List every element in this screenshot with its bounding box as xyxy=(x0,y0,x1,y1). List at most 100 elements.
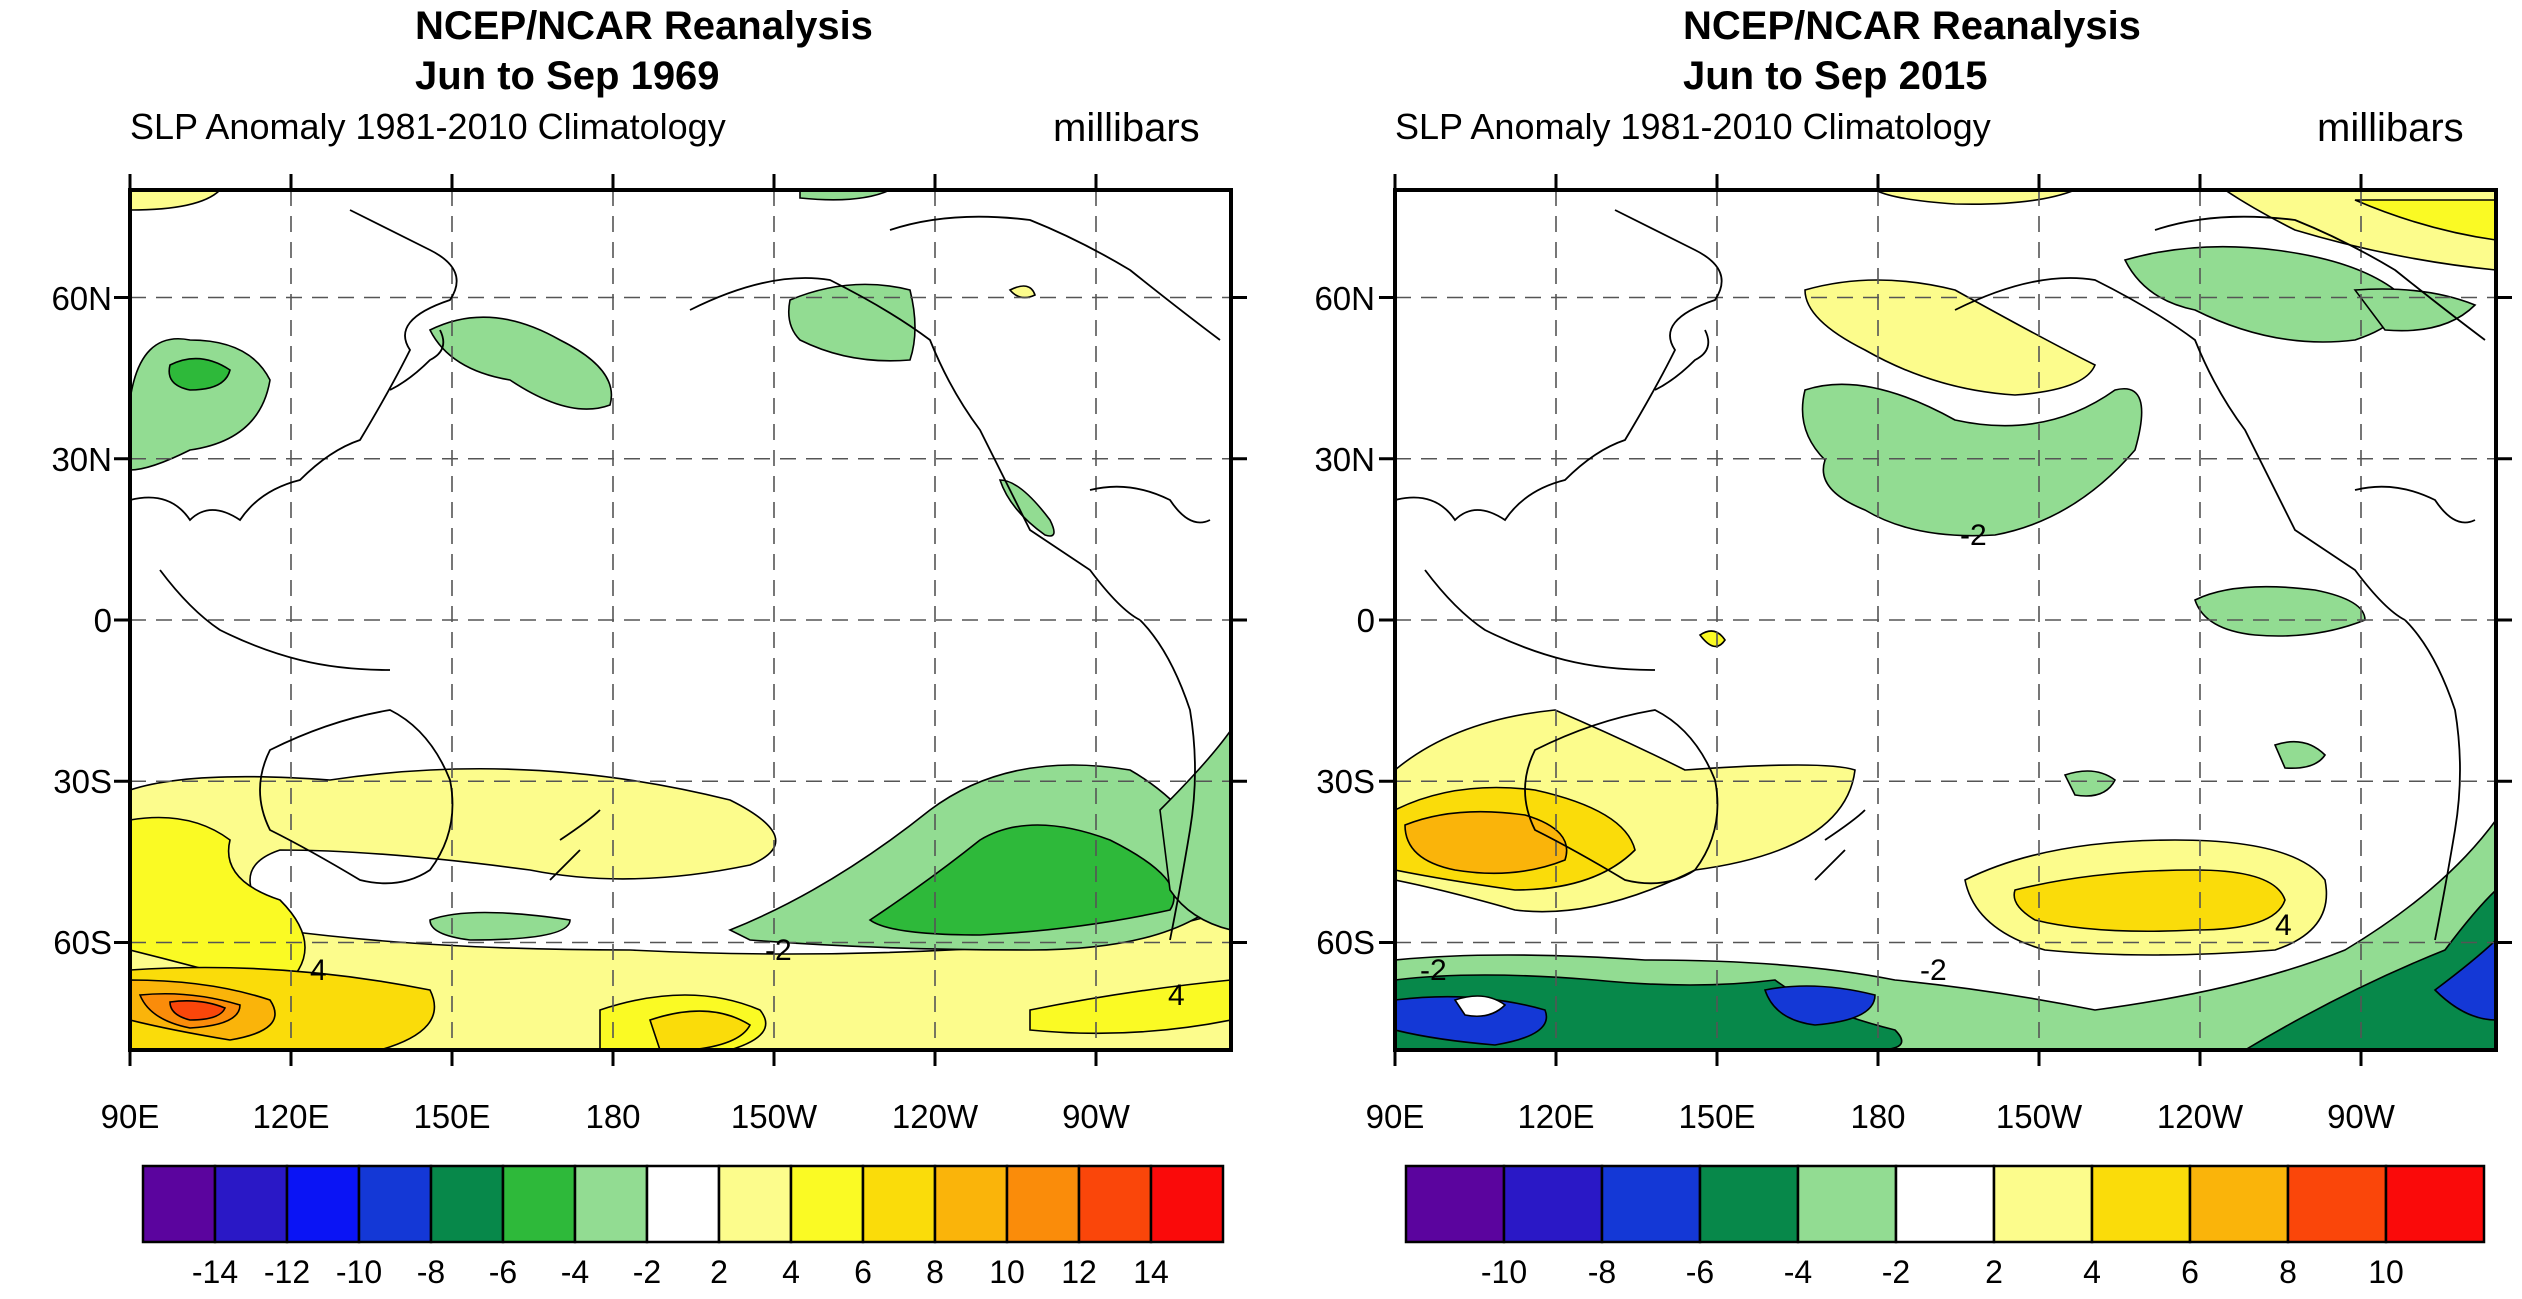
fill-png-yellow xyxy=(1698,630,1726,648)
coast-japan xyxy=(1654,329,1710,391)
cb-box xyxy=(2090,1164,2192,1244)
fill-mexico xyxy=(998,479,1055,537)
lat-label-30n: 30N xyxy=(1314,441,1375,478)
lon-label-120e: 120E xyxy=(1517,1098,1595,1135)
colorbar-label: -4 xyxy=(560,1254,590,1290)
cb-box xyxy=(357,1164,433,1244)
cb-box xyxy=(1698,1164,1800,1244)
colorbar-label: 4 xyxy=(782,1254,800,1290)
colorbar-label: 10 xyxy=(2368,1254,2404,1290)
cb-box xyxy=(1502,1164,1604,1244)
lon-label-120w: 120W xyxy=(891,1098,979,1135)
coast-japan xyxy=(389,329,445,391)
panel-subtitle: SLP Anomaly 1981-2010 Climatology xyxy=(1395,106,1991,147)
lon-label-90w: 90W xyxy=(2327,1098,2395,1135)
lon-label-150w: 150W xyxy=(730,1098,818,1135)
fill-top-center xyxy=(1874,190,2076,206)
fill-east-pacific-inner xyxy=(868,824,1175,936)
coast-se-asia xyxy=(1424,569,1656,671)
fill-antarctic-white-hole xyxy=(1453,995,1507,1018)
cb-box xyxy=(213,1164,289,1244)
lat-label-60s: 60S xyxy=(1316,924,1375,961)
colorbar-label: 6 xyxy=(854,1254,872,1290)
lon-label-90e: 90E xyxy=(1365,1098,1425,1135)
lat-label-60n: 60N xyxy=(51,280,112,317)
lon-label-150e: 150E xyxy=(413,1098,491,1135)
lon-label-180: 180 xyxy=(585,1098,641,1135)
colorbar-label: -8 xyxy=(416,1254,446,1290)
cb-box xyxy=(2384,1164,2486,1244)
coast-north-america xyxy=(689,277,1141,621)
cb-box xyxy=(717,1164,793,1244)
coast-south-america xyxy=(2404,619,2461,941)
fill-central-pacific xyxy=(1801,383,2143,537)
cb-box xyxy=(1005,1164,1081,1244)
cb-box xyxy=(1404,1164,1506,1244)
cb-box xyxy=(573,1164,649,1244)
colorbar-label: 2 xyxy=(1985,1254,2003,1290)
cb-box xyxy=(1600,1164,1702,1244)
coast-gulf xyxy=(1089,485,1211,524)
coast-north-america xyxy=(1954,277,2406,621)
cb-box xyxy=(1796,1164,1898,1244)
colorbar-label: -6 xyxy=(1685,1254,1715,1290)
colorbar-label: -10 xyxy=(1480,1254,1528,1290)
colorbar-label: 8 xyxy=(2279,1254,2297,1290)
fill-hudson-green xyxy=(2353,288,2477,332)
cb-box xyxy=(645,1164,721,1244)
fill-antarctic-red xyxy=(169,1000,227,1021)
lat-label-60s: 60S xyxy=(53,924,112,961)
panel-2015: NCEP/NCAR Reanalysis Jun to Sep 2015 SLP… xyxy=(1261,0,2522,1299)
coast-nz xyxy=(1814,809,1866,881)
colorbar-label: -10 xyxy=(335,1254,383,1290)
fill-canada xyxy=(1008,285,1036,299)
coast-australia xyxy=(1524,709,1719,885)
contour-label-4b: 4 xyxy=(1168,979,1185,1012)
fill-antarctic-blue2 xyxy=(1763,985,1876,1026)
colorbar-label: -12 xyxy=(263,1254,311,1290)
cb-box xyxy=(1894,1164,1996,1244)
panel-title-line1: NCEP/NCAR Reanalysis xyxy=(415,4,873,48)
colorbar-label: 2 xyxy=(710,1254,728,1290)
coast-asia xyxy=(130,209,458,522)
contour-label-minus2c: -2 xyxy=(1920,954,1947,987)
lon-label-150w: 150W xyxy=(1995,1098,2083,1135)
colorbar-label: -6 xyxy=(488,1254,518,1290)
panel-1969: NCEP/NCAR Reanalysis Jun to Sep 1969 SLP… xyxy=(51,4,1247,1290)
lat-label-30s: 30S xyxy=(1316,763,1375,800)
contour-label-minus2a: -2 xyxy=(1960,519,1987,552)
units-label: millibars xyxy=(1053,106,1200,150)
cb-box xyxy=(1992,1164,2094,1244)
coast-gulf xyxy=(2354,485,2476,524)
colorbar-label: 4 xyxy=(2083,1254,2101,1290)
panel-title-line2: Jun to Sep 2015 xyxy=(1683,54,1988,98)
contour-label-minus2: -2 xyxy=(765,934,792,967)
colorbar-label: -2 xyxy=(632,1254,662,1290)
cb-box xyxy=(501,1164,577,1244)
panel-title-line2: Jun to Sep 1969 xyxy=(415,54,720,98)
lon-label-120w: 120W xyxy=(2156,1098,2244,1135)
colorbar xyxy=(141,1164,1225,1244)
lat-label-60n: 60N xyxy=(1314,280,1375,317)
lat-label-0: 0 xyxy=(1356,602,1375,639)
coast-south-america xyxy=(1139,619,1196,941)
panel-title-line1: NCEP/NCAR Reanalysis xyxy=(1683,4,2141,48)
cb-box xyxy=(861,1164,937,1244)
colorbar-label: 10 xyxy=(989,1254,1025,1290)
slp-anomaly-map: -2 4 4 xyxy=(114,174,1247,1066)
coast-australia xyxy=(259,709,454,885)
cb-box xyxy=(789,1164,865,1244)
colorbar-label: 12 xyxy=(1061,1254,1097,1290)
coast-canada xyxy=(889,215,1221,341)
slp-anomaly-map: -2 -2 -2 4 xyxy=(1379,174,2512,1066)
colorbar-label: -2 xyxy=(1881,1254,1911,1290)
coast-se-asia xyxy=(159,569,391,671)
fill-tasman-green xyxy=(429,911,571,941)
fill-aus-orange xyxy=(1404,810,1568,875)
colorbar-label: 6 xyxy=(2181,1254,2199,1290)
units-label: millibars xyxy=(2317,106,2464,150)
lat-label-0: 0 xyxy=(93,602,112,639)
coast-canada xyxy=(2154,215,2486,341)
coast-nz xyxy=(549,809,601,881)
cb-box xyxy=(141,1164,217,1244)
